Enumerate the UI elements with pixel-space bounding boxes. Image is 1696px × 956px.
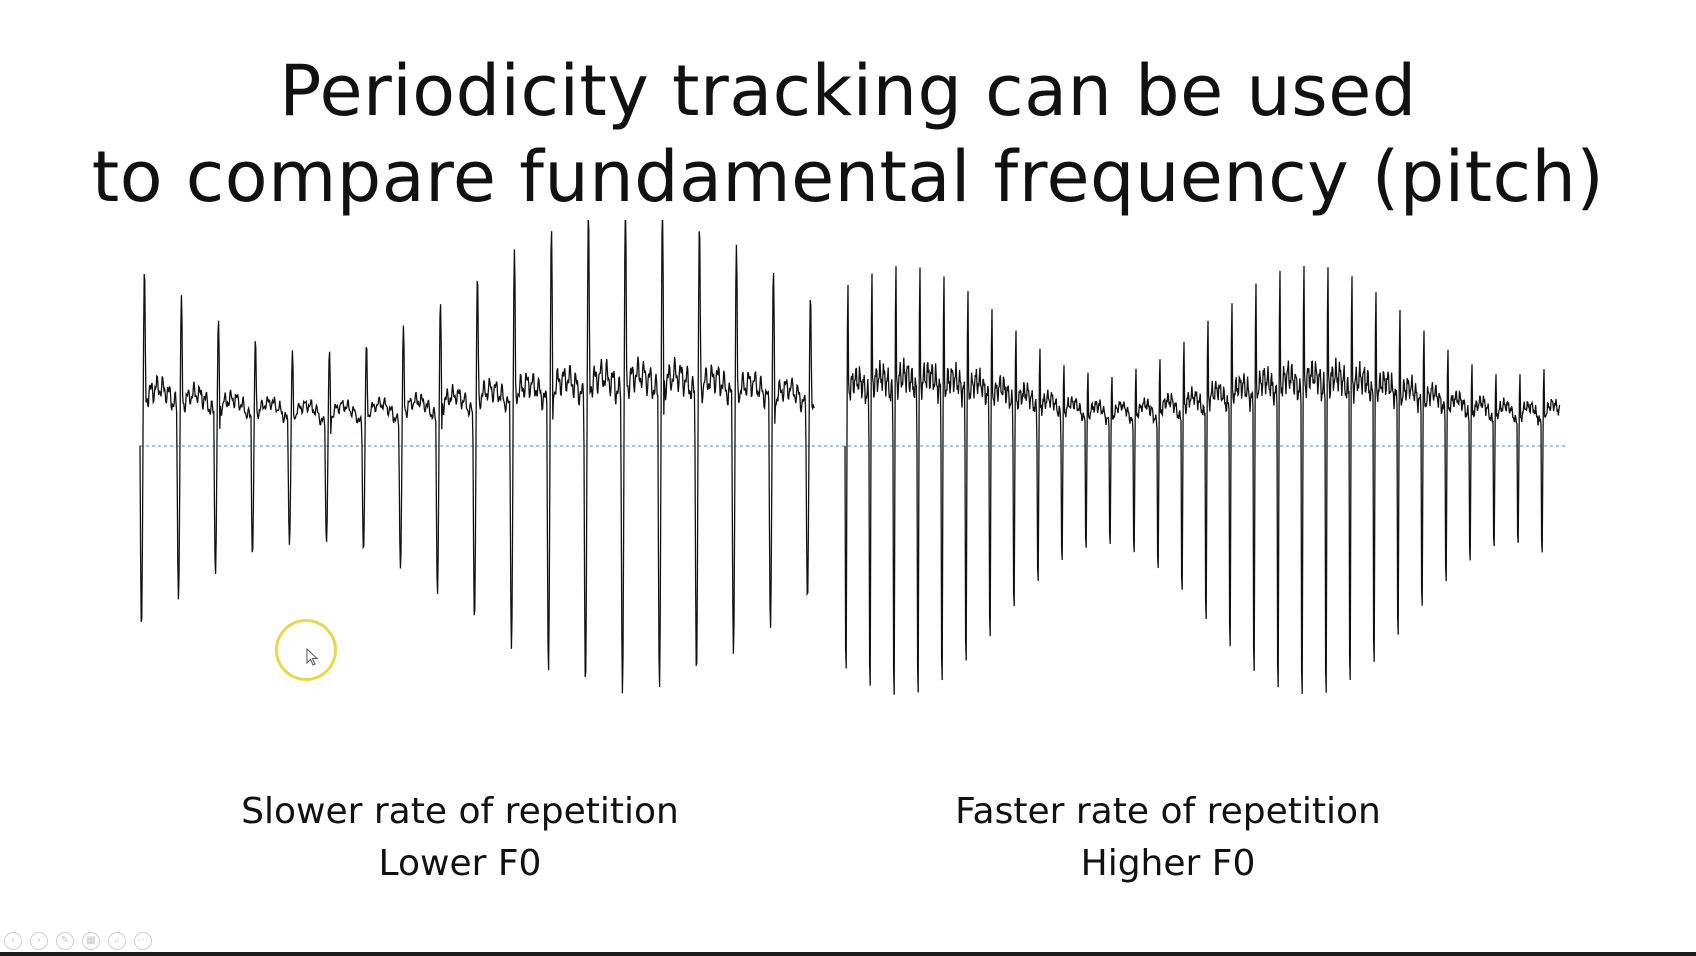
waveform-left-low-f0 [139, 220, 815, 694]
slides-grid-icon[interactable]: ▦ [82, 932, 100, 950]
waveform-figure [139, 220, 1565, 695]
left-caption-f0: Lower F0 [378, 843, 542, 884]
more-options-icon[interactable]: ⋯ [134, 932, 152, 950]
mouse-pointer-icon [306, 648, 319, 666]
next-slide-icon[interactable]: › [30, 932, 48, 950]
slide-title-line-2: to compare fundamental frequency (pitch) [91, 136, 1605, 218]
slideshow-toolbar: ‹ › ✎ ▦ ⌕ ⋯ [4, 932, 152, 952]
pen-icon[interactable]: ✎ [56, 932, 74, 950]
right-caption-rate: Faster rate of repetition [955, 791, 1381, 832]
zoom-icon[interactable]: ⌕ [108, 932, 126, 950]
screen-bottom-edge [0, 952, 1696, 956]
waveform-right-high-f0 [844, 265, 1561, 695]
right-caption-f0: Higher F0 [1080, 843, 1256, 884]
left-caption: Slower rate of repetition Lower F0 [160, 786, 760, 890]
slide-title-line-1: Periodicity tracking can be used [279, 50, 1417, 132]
left-caption-rate: Slower rate of repetition [241, 791, 679, 832]
cursor-highlight-ring [275, 619, 337, 681]
previous-slide-icon[interactable]: ‹ [4, 932, 22, 950]
right-caption: Faster rate of repetition Higher F0 [868, 786, 1468, 890]
